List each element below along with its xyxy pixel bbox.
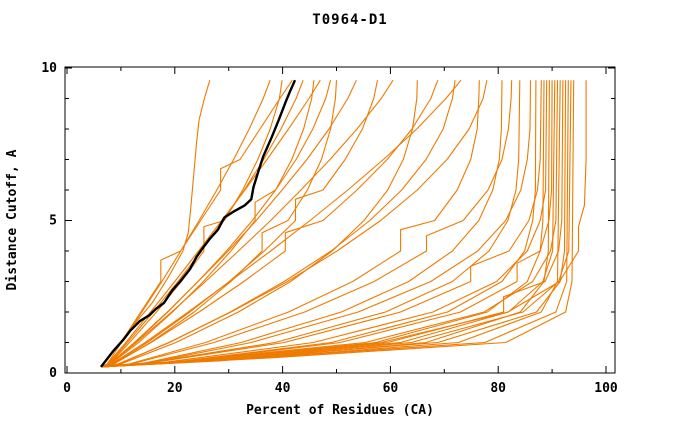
model-10 <box>100 79 357 368</box>
model-07 <box>100 79 321 368</box>
model-22 <box>100 80 532 368</box>
model-12 <box>100 79 394 368</box>
x-axis-label: Percent of Residues (CA) <box>246 403 434 418</box>
model-31 <box>100 80 561 368</box>
x-tick-label: 100 <box>594 381 618 396</box>
model-24 <box>100 80 542 368</box>
y-tick-label: 10 <box>41 61 57 76</box>
model-37 <box>100 80 587 368</box>
model-28 <box>100 80 553 368</box>
model-36 <box>100 80 575 368</box>
x-tick-label: 60 <box>383 381 399 396</box>
axis-ticks <box>65 67 615 374</box>
model-29 <box>100 80 556 368</box>
model-26 <box>100 80 548 368</box>
model-curves <box>100 79 587 368</box>
model-11 <box>100 80 379 368</box>
model-30 <box>100 80 559 368</box>
y-tick-label: 5 <box>49 214 57 229</box>
model-19 <box>100 80 503 368</box>
model-20 <box>100 80 513 368</box>
model-14 <box>100 80 439 368</box>
chart-title: T0964-D1 <box>312 12 387 28</box>
x-tick-label: 20 <box>167 381 183 396</box>
model-27 <box>100 80 550 368</box>
reference-curve <box>100 79 297 368</box>
model-16 <box>100 79 462 368</box>
model-32 <box>100 80 564 368</box>
model-18 <box>100 80 488 368</box>
model-04 <box>100 79 293 368</box>
model-05 <box>100 80 304 368</box>
x-tick-label: 0 <box>63 381 71 396</box>
model-17 <box>100 80 480 368</box>
model-13 <box>100 80 418 368</box>
model-03 <box>100 80 283 368</box>
x-tick-label: 80 <box>490 381 506 396</box>
model-06 <box>100 80 315 368</box>
tick-labels: 0 20 40 60 80 100 0 5 10 <box>41 61 618 396</box>
y-tick-label: 0 <box>49 366 57 381</box>
model-02 <box>100 80 271 368</box>
model-34 <box>100 80 569 368</box>
y-axis-label: Distance Cutoff, A <box>5 149 20 290</box>
x-tick-label: 40 <box>275 381 291 396</box>
